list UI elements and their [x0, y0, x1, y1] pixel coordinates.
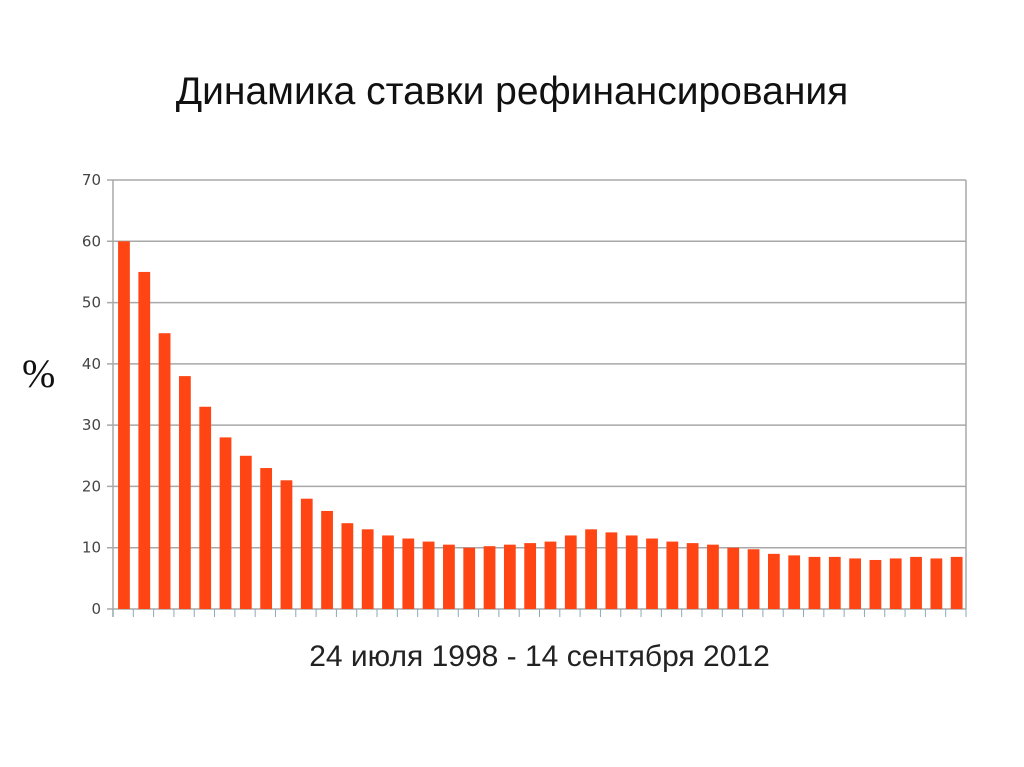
bar [564, 535, 577, 609]
bar [828, 556, 841, 609]
bar [889, 558, 902, 609]
bar [747, 549, 760, 609]
bar [930, 558, 943, 609]
bar [138, 271, 151, 609]
bar [199, 406, 212, 609]
bar [503, 544, 516, 609]
bar [158, 333, 171, 609]
y-tick-label: 10 [82, 539, 101, 557]
bar [544, 541, 557, 609]
y-tick-label: 20 [82, 477, 101, 495]
bar [666, 541, 679, 609]
y-tick-label: 70 [82, 171, 101, 189]
bar [605, 532, 618, 609]
bar [585, 529, 597, 609]
bar [219, 437, 232, 609]
y-tick-label: 40 [82, 355, 101, 373]
chart-title: Динамика ставки рефинансирования [175, 70, 849, 113]
bar [788, 555, 801, 609]
bar [625, 535, 638, 609]
bar [910, 556, 922, 609]
bar [382, 535, 394, 609]
bar [179, 376, 191, 609]
bar [707, 544, 719, 609]
bar [849, 558, 861, 609]
bar [239, 455, 252, 609]
bar [483, 546, 496, 609]
y-tick-label: 60 [82, 232, 101, 250]
bar [361, 529, 374, 609]
bar [260, 468, 273, 609]
bar [950, 556, 963, 609]
bar [646, 538, 658, 609]
bar [463, 547, 476, 609]
bar [686, 543, 699, 609]
y-tick-label: 50 [82, 294, 101, 312]
bar [280, 480, 293, 609]
bar [341, 523, 354, 609]
bar [118, 241, 130, 610]
bar [524, 543, 537, 609]
y-tick-label: 0 [91, 600, 101, 618]
bar [869, 559, 882, 609]
x-axis-label: 24 июля 1998 - 14 сентября 2012 [309, 640, 770, 673]
bar [422, 541, 435, 609]
bar [300, 498, 313, 609]
bar [321, 510, 333, 609]
bar [402, 538, 415, 609]
y-tick-label: 30 [82, 416, 101, 434]
bar [767, 553, 780, 609]
bar [808, 556, 821, 609]
bar [443, 544, 455, 609]
bar [727, 547, 740, 609]
y-axis-label: % [22, 351, 56, 396]
